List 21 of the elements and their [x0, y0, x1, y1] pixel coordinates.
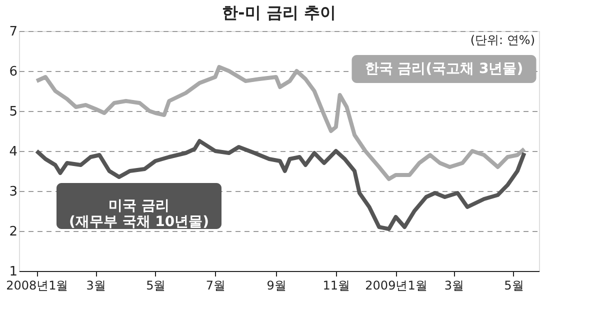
x-tick-label: 7월: [206, 278, 226, 292]
text: 한국 금리(국고채 3년물): [364, 61, 524, 77]
y-tick-label: 6: [9, 64, 18, 80]
annotation: (단위: 연%): [470, 33, 535, 47]
x-tick-label: 2009년1월: [365, 278, 428, 292]
x-tick-label: 5월: [504, 278, 524, 292]
x-tick-label: 2008년1월: [6, 278, 68, 292]
y-tick-label: 4: [9, 144, 18, 160]
series-label: 미국 금리 (재무부 국채 10년물): [68, 198, 210, 230]
y-tick-label: 3: [9, 184, 18, 200]
line-series: [34, 139, 526, 231]
y-tick-label: 2: [9, 224, 18, 240]
y-tick-label: 1: [9, 264, 18, 280]
y-tick-label: 7: [9, 24, 18, 40]
x-tick-label: 3월: [444, 278, 464, 292]
y-tick-label: 5: [9, 104, 18, 120]
chart-title: 한-미 금리 추이: [222, 3, 336, 22]
x-tick-label: 5월: [146, 278, 166, 292]
x-tick-label: 9월: [266, 278, 286, 292]
x-tick-label: 11월: [322, 278, 350, 292]
x-tick-label: 3월: [86, 278, 106, 292]
